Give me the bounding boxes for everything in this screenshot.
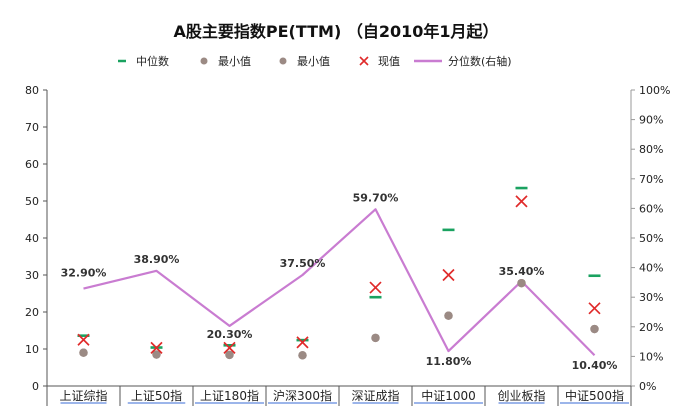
axes: 0 10 20 30 40 50 60 70 80 0% 10% 20% 30% 40% 50% 60% 70%… [25, 84, 670, 406]
left-tick-label: 70 [25, 121, 39, 134]
right-tick-label: 60% [639, 202, 663, 215]
legend-label: 最小值 [218, 55, 251, 68]
left-tick-label: 30 [25, 269, 39, 282]
left-tick-label: 10 [25, 343, 39, 356]
legend-item: 中位数 [118, 54, 169, 68]
right-tick-label: 0% [639, 380, 656, 393]
current-marker [442, 268, 455, 282]
percentile-label: 11.80% [426, 355, 472, 368]
max-point [152, 350, 161, 359]
legend-item: 最小值 [200, 55, 251, 68]
current-marker [296, 336, 309, 349]
legend-swatch-current [359, 56, 369, 66]
left-tick-label: 20 [25, 306, 39, 319]
legend-label: 现值 [378, 55, 400, 68]
marks [77, 186, 601, 360]
right-tick-label: 80% [639, 143, 663, 156]
legend-swatch-point [200, 57, 208, 65]
legend: 中位数 最小值 最小值 现值 分位数(右轴) [118, 54, 512, 68]
left-tick-label: 80 [25, 84, 39, 97]
category-label: 上证180指 [200, 388, 259, 403]
max-point [225, 350, 234, 360]
right-tick-label: 100% [639, 84, 670, 97]
right-tick-label: 50% [639, 232, 663, 245]
current-marker [588, 302, 601, 315]
percentile-label: 20.30% [207, 328, 253, 341]
category-label: 中证500指 [565, 388, 624, 403]
percentile-label: 38.90% [134, 253, 180, 266]
percentile-label: 32.90% [61, 267, 107, 280]
max-point [590, 324, 599, 334]
right-tick-label: 30% [639, 291, 663, 304]
right-tick-label: 10% [639, 350, 663, 363]
max-point [79, 348, 88, 357]
legend-swatch-point [279, 57, 287, 65]
max-point [371, 333, 380, 343]
category-label: 沪深300指 [273, 388, 332, 403]
category-label: 上证综指 [59, 388, 107, 403]
percentile-labels: 32.90% 38.90% 20.30% 37.50% 59.70% 11.80% 35.4… [61, 191, 618, 372]
left-tick-label: 50 [25, 195, 39, 208]
current-marker [515, 195, 528, 208]
category-label: 上证50指 [131, 388, 182, 403]
percentile-label: 37.50% [280, 257, 326, 270]
current-marker [369, 281, 382, 294]
right-tick-label: 70% [639, 173, 663, 186]
category-label: 中证1000 [421, 388, 476, 403]
left-tick-label: 40 [25, 232, 39, 245]
legend-item: 最小值 [279, 55, 330, 68]
percentile-line [83, 208, 596, 356]
right-tick-label: 20% [639, 321, 663, 334]
category-label: 创业板指 [497, 388, 545, 403]
percentile-line-group [83, 208, 596, 356]
chart-title: A股主要指数PE(TTM) （自2010年1月起） [173, 22, 498, 41]
percentile-label: 59.70% [353, 191, 399, 204]
current-marker [150, 341, 163, 354]
percentile-label: 10.40% [572, 359, 618, 372]
max-point [444, 311, 453, 320]
category-label: 深证成指 [351, 388, 399, 403]
max-point [298, 351, 307, 360]
left-tick-label: 60 [25, 158, 39, 171]
right-tick-label: 40% [639, 262, 663, 275]
current-marker [77, 333, 90, 346]
percentile-label: 35.40% [499, 265, 545, 278]
left-tick-label: 0 [32, 380, 39, 393]
legend-item: 分位数(右轴) [414, 54, 512, 68]
legend-label: 分位数(右轴) [448, 54, 512, 68]
right-tick-label: 90% [639, 114, 663, 127]
max-point [517, 278, 526, 288]
current-marker [223, 341, 236, 354]
legend-item: 现值 [359, 55, 400, 68]
legend-label: 最小值 [297, 55, 330, 68]
legend-label: 中位数 [136, 54, 169, 68]
